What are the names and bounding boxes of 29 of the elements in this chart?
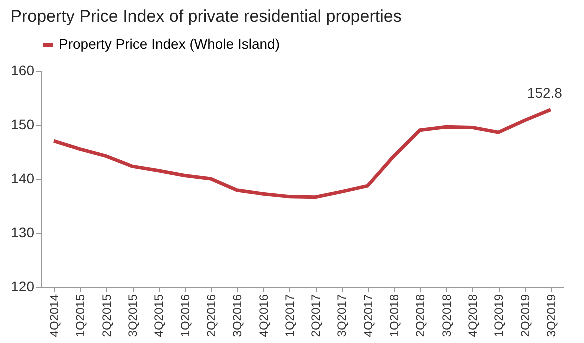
x-tick-label: 2Q2018 — [414, 294, 428, 338]
x-tick-label: 4Q2016 — [256, 294, 271, 338]
y-tick-label: 150 — [11, 116, 35, 132]
x-tick-label: 3Q2015 — [126, 294, 140, 338]
y-tick-label: 130 — [11, 224, 35, 240]
line-series — [52, 108, 553, 200]
x-tick-label: 3Q2018 — [440, 294, 454, 338]
y-tick-label: 120 — [11, 278, 35, 294]
y-tick-label: 140 — [11, 170, 35, 186]
x-tick-label: 1Q2018 — [388, 294, 402, 338]
x-tick-label: 4Q2014 — [48, 294, 62, 338]
x-tick-label: 3Q2017 — [335, 294, 350, 338]
annotation: 152.8 — [527, 84, 563, 101]
x-tick-label: 1Q2015 — [74, 294, 88, 338]
x-tick-label: 3Q2019 — [544, 294, 558, 338]
x-tick-label: 2Q2019 — [518, 294, 532, 338]
x-tick-label: 1Q2019 — [492, 294, 506, 338]
y-tick-label: 160 — [11, 62, 35, 78]
x-tick-label: 4Q2017 — [361, 294, 376, 338]
x-tick-label: 4Q2018 — [466, 294, 480, 338]
x-tick-label: 1Q2016 — [178, 294, 192, 338]
x-tick-label: 2Q2015 — [100, 294, 114, 338]
x-tick-label: 2Q2016 — [204, 294, 218, 338]
legend-label: Property Price Index (Whole Island) — [59, 36, 280, 52]
chart-title: Property Price Index of private residential properties — [10, 7, 402, 26]
x-tick-label: 3Q2016 — [230, 294, 245, 338]
x-tick-label: 1Q2017 — [282, 294, 297, 338]
x-tick-label: 4Q2015 — [152, 294, 166, 338]
x-tick-label: 2Q2017 — [309, 294, 324, 338]
